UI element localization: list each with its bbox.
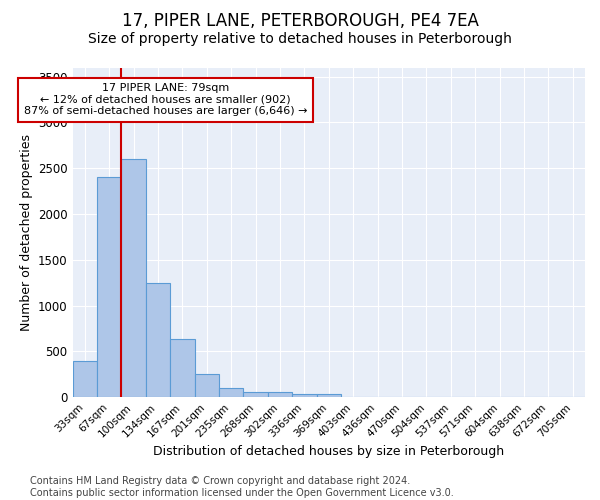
Bar [292,394,317,397]
Bar [146,282,170,397]
Bar [170,338,194,397]
Bar [121,159,146,397]
Y-axis label: Number of detached properties: Number of detached properties [20,134,32,331]
Bar [97,178,121,397]
Text: 17 PIPER LANE: 79sqm
← 12% of detached houses are smaller (902)
87% of semi-deta: 17 PIPER LANE: 79sqm ← 12% of detached h… [23,83,307,116]
Bar [268,392,292,397]
Text: Contains HM Land Registry data © Crown copyright and database right 2024.
Contai: Contains HM Land Registry data © Crown c… [30,476,454,498]
Bar [219,388,244,397]
Bar [317,394,341,397]
Text: Size of property relative to detached houses in Peterborough: Size of property relative to detached ho… [88,32,512,46]
Bar [194,374,219,397]
X-axis label: Distribution of detached houses by size in Peterborough: Distribution of detached houses by size … [153,444,505,458]
Bar [244,392,268,397]
Bar [73,360,97,397]
Text: 17, PIPER LANE, PETERBOROUGH, PE4 7EA: 17, PIPER LANE, PETERBOROUGH, PE4 7EA [122,12,478,30]
